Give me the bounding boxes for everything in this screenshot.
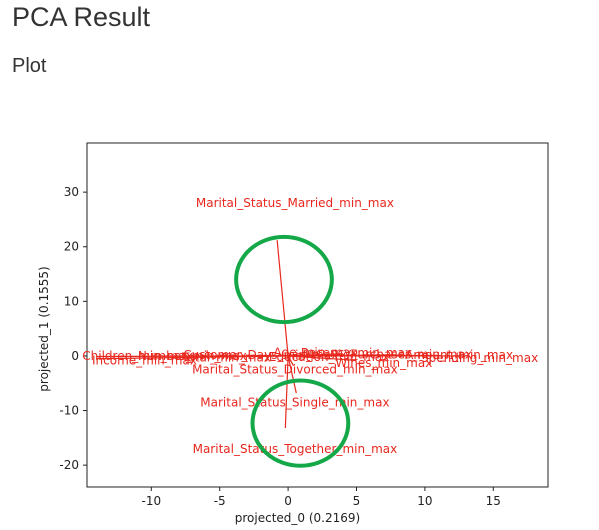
loading-label: Marital_Status_Married_min_max [196,196,394,210]
loading-label: Children_min_max [82,349,193,363]
loading-label: Marital_Status_Divorced_min_max [192,363,398,377]
loading-label: Number_min_max [138,349,247,363]
x-tick-label: 5 [353,494,361,508]
loading-arrow [284,355,289,429]
x-tick-label: -5 [214,494,226,508]
loading-label: Wines_min_max [335,356,432,370]
loading-arrow [287,352,302,357]
y-tick-label: 10 [64,294,79,308]
y-tick-label: 0 [71,349,79,363]
loading-label: Total_min_max [181,351,271,365]
x-axis-label: projected_0 (0.2169) [235,511,360,525]
y-tick-label: -10 [59,404,79,418]
loading-label: Education_min_max [269,350,390,364]
loading-arrow [288,355,316,359]
y-axis-label: projected_1 (0.1555) [37,266,51,391]
loading-labels: Marital_Status_Married_min_max Marital_St… [82,196,538,456]
highlight-circle [250,378,351,468]
loading-arrows [96,240,466,429]
loading-arrow [288,353,343,357]
highlight-circles [234,234,351,468]
loading-label: Purchases_min_max [350,347,472,361]
loading-arrow [247,354,289,357]
page-title: PCA Result [12,2,151,32]
loading-label: Amount_min_max [405,348,513,362]
loading-label: Age_min_max [273,346,357,360]
loading-label: Marital_Status_Single_min_max [200,395,389,409]
axes: -10 -5 0 5 10 15 -20 -10 0 10 20 30 projected_0 (0.2… [37,142,549,525]
loading-label: Spending_min_max [421,351,538,365]
loading-arrow [287,355,297,394]
y-tick-label: 30 [64,185,79,199]
loading-arrow [276,240,289,357]
y-tick-label: -20 [59,458,79,472]
loading-label: Marital_Status_Together_min_max [193,442,398,456]
plot-frame [86,142,549,488]
x-tick-label: 0 [284,494,292,508]
x-tick-label: -10 [141,494,161,508]
section-title: Plot [12,55,47,77]
y-tick-label: 20 [64,240,79,254]
loading-label: Recency_min_max [301,346,412,360]
loading-label: Income_min_max [92,353,197,367]
x-tick-label: 10 [417,494,432,508]
highlight-circle [234,234,334,325]
x-tick-label: 15 [486,494,501,508]
loading-label: Customer_Days_min_max [183,348,338,362]
